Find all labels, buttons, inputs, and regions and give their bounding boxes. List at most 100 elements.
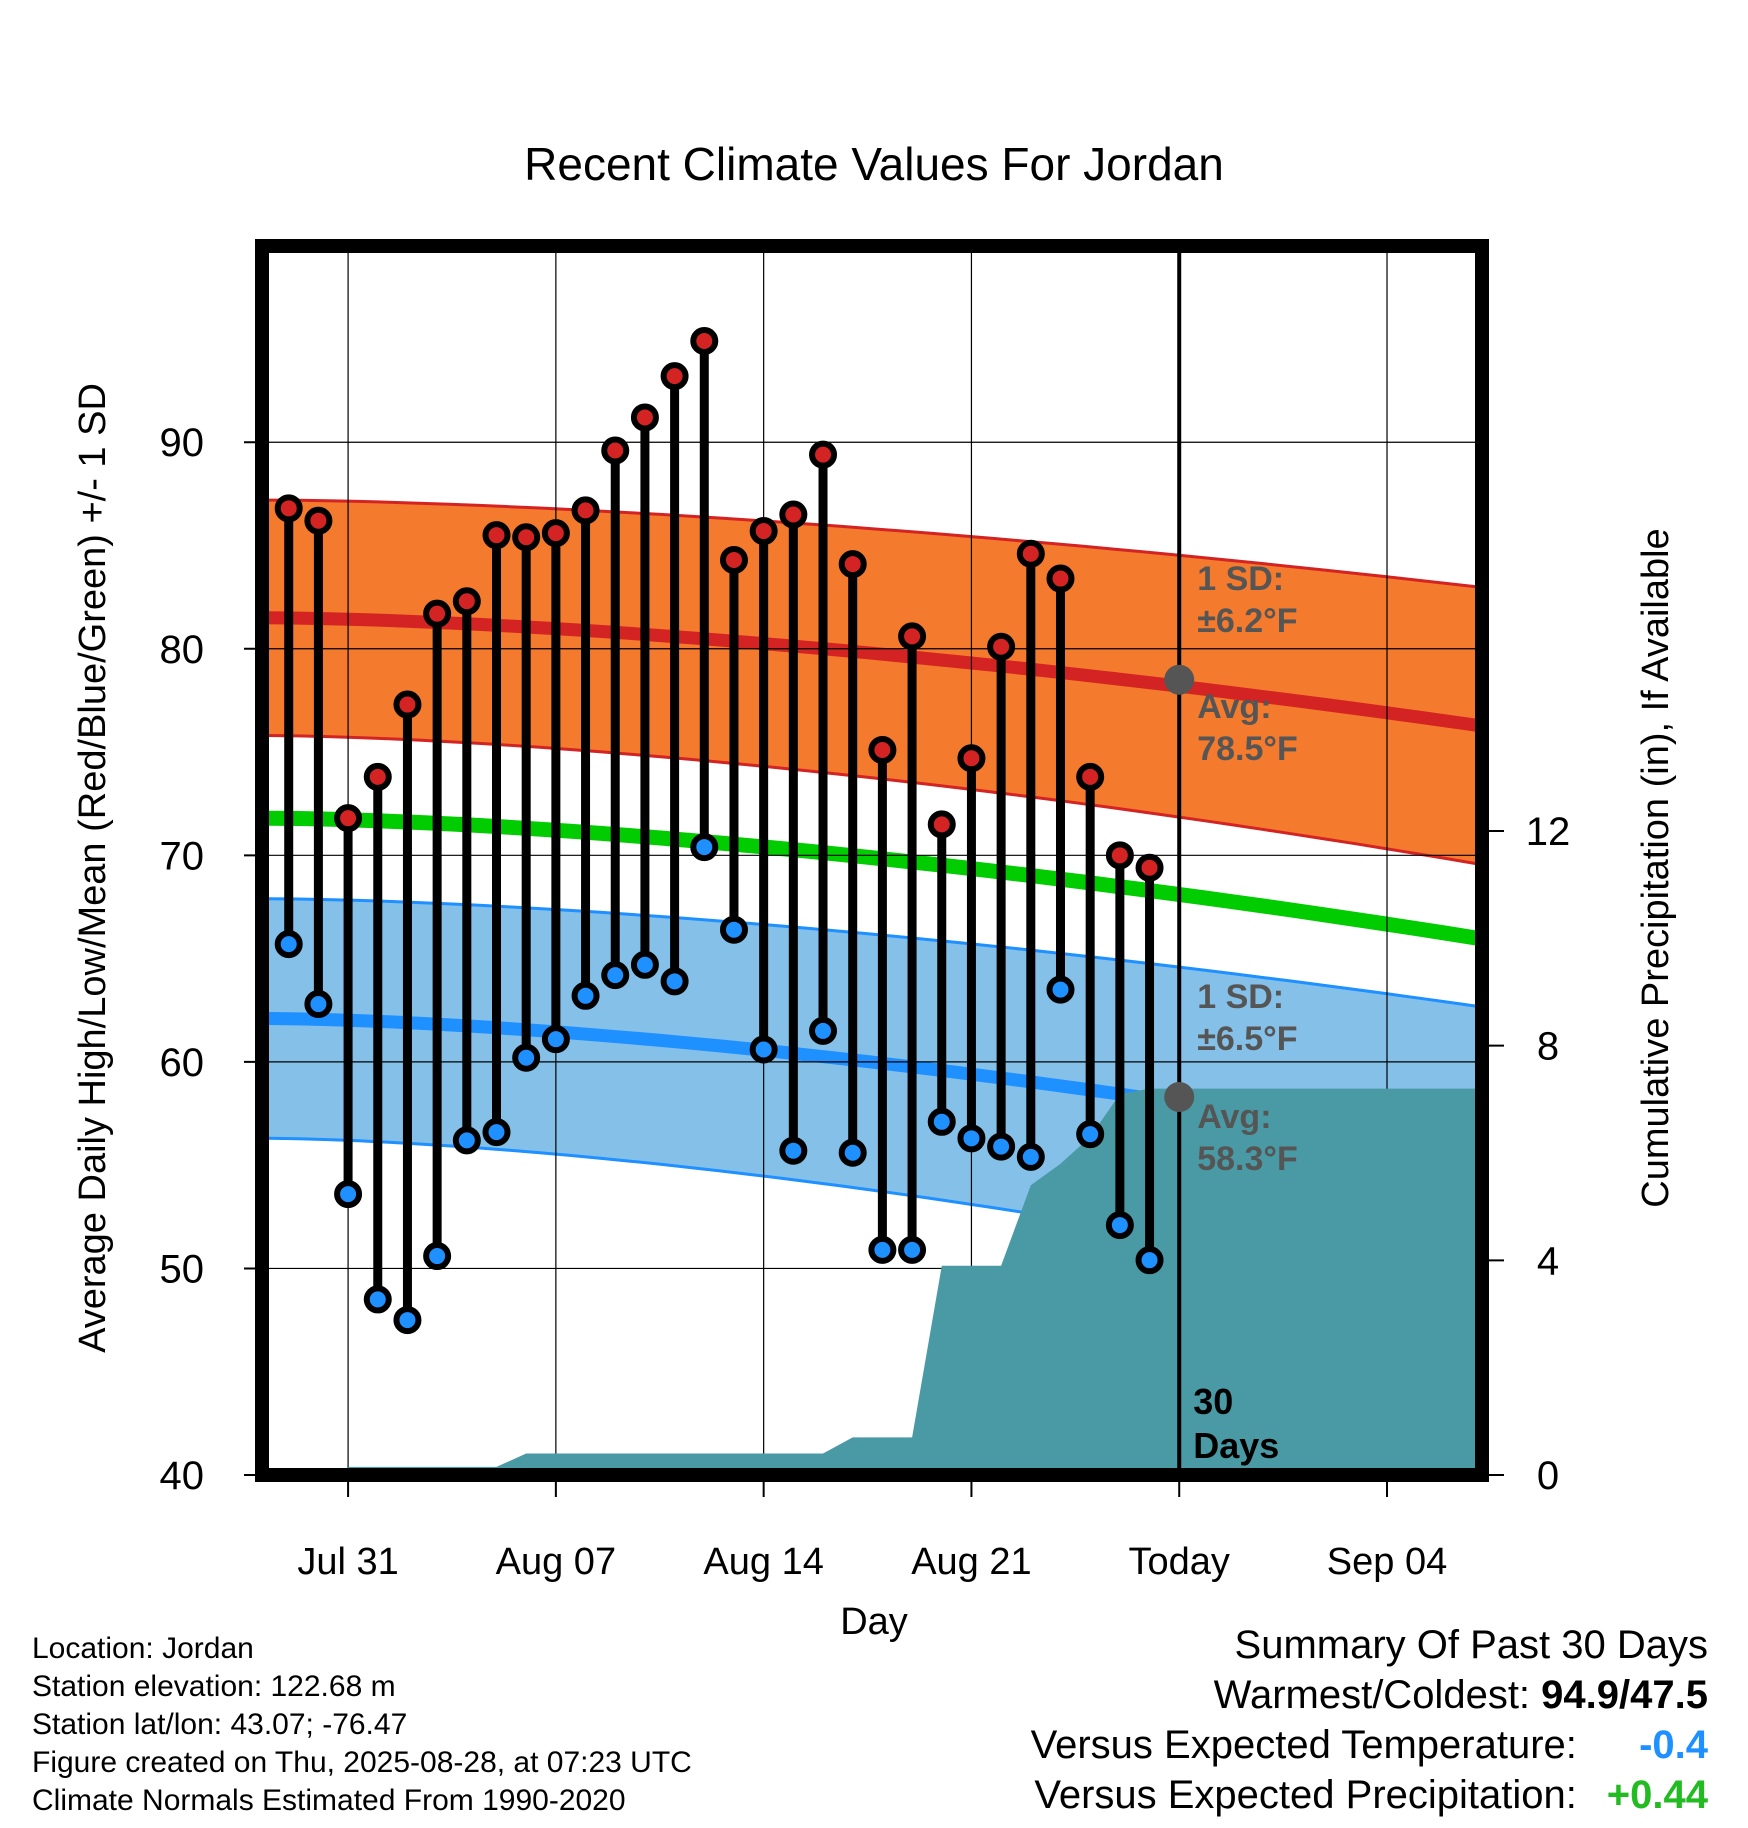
- daily-low-point: [719, 915, 748, 944]
- summary-precip: Versus Expected Precipitation: +0.44: [1031, 1770, 1708, 1820]
- daily-low-point: [571, 981, 600, 1010]
- x-axis-label: Day: [840, 1601, 908, 1643]
- daily-high-point: [393, 690, 422, 719]
- daily-low-point: [1046, 975, 1075, 1004]
- daily-low-point: [601, 961, 630, 990]
- daily-high-point: [838, 550, 867, 579]
- y-tick-label: 70: [160, 834, 205, 878]
- high-sd-upper-edge: [267, 498, 1477, 589]
- daily-high-point: [334, 804, 363, 833]
- y-tick-label: 50: [160, 1247, 205, 1291]
- daily-high-point: [512, 523, 541, 552]
- x-tick-label: Today: [1129, 1541, 1230, 1583]
- precipitation-area: [348, 1088, 1477, 1475]
- low-avg-value: 58.3°F: [1197, 1140, 1298, 1178]
- latlon-text: Station lat/lon: 43.07; -76.47: [32, 1708, 408, 1741]
- daily-low-point: [541, 1025, 570, 1054]
- plot-content: [262, 246, 1482, 1475]
- elevation-text: Station elevation: 122.68 m: [32, 1670, 396, 1703]
- daily-high-point: [1016, 539, 1045, 568]
- daily-high-point: [957, 744, 986, 773]
- daily-high-point: [690, 327, 719, 356]
- daily-high-point: [660, 362, 689, 391]
- days-label-text: Days: [1193, 1425, 1279, 1466]
- precip-label: Versus Expected Precipitation:: [1034, 1773, 1577, 1817]
- daily-low-point: [957, 1124, 986, 1153]
- low-avg-label: Avg:: [1197, 1098, 1271, 1136]
- daily-high-point: [1076, 762, 1105, 791]
- daily-low-point: [274, 930, 303, 959]
- daily-high-point: [423, 599, 452, 628]
- daily-high-point: [482, 521, 511, 550]
- summary-panel: Summary Of Past 30 Days Warmest/Coldest:…: [1031, 1620, 1708, 1820]
- daily-low-point: [1105, 1211, 1134, 1240]
- temp-value: -0.4: [1639, 1723, 1708, 1767]
- x-tick-label: Jul 31: [297, 1541, 398, 1583]
- summary-title: Summary Of Past 30 Days: [1234, 1623, 1708, 1667]
- y-axis-label: Average Daily High/Low/Mean (Red/Blue/Gr…: [72, 383, 114, 1353]
- daily-high-point: [363, 762, 392, 791]
- low-sd-value: ±6.5°F: [1197, 1020, 1297, 1058]
- x-tick-label: Aug 07: [496, 1541, 616, 1583]
- daily-low-point: [423, 1242, 452, 1271]
- daily-low-point: [1016, 1142, 1045, 1171]
- y-tick-label: 60: [160, 1041, 205, 1085]
- daily-low-point: [927, 1107, 956, 1136]
- daily-high-point: [571, 496, 600, 525]
- daily-low-point: [809, 1016, 838, 1045]
- daily-high-point: [927, 810, 956, 839]
- warm-cold-label: Warmest/Coldest:: [1213, 1673, 1531, 1717]
- daily-high-point: [601, 436, 630, 465]
- x-tick-label: Sep 04: [1327, 1541, 1447, 1583]
- daily-low-point: [393, 1306, 422, 1335]
- daily-low-point: [838, 1138, 867, 1167]
- daily-low-point: [898, 1235, 927, 1264]
- daily-low-point: [304, 990, 333, 1019]
- daily-high-point: [809, 440, 838, 469]
- normals-text: Climate Normals Estimated From 1990-2020: [32, 1784, 626, 1817]
- temp-label: Versus Expected Temperature:: [1030, 1723, 1577, 1767]
- daily-low-point: [1135, 1246, 1164, 1275]
- y2-tick-label: 8: [1537, 1025, 1559, 1069]
- station-info: Location: Jordan Station elevation: 122.…: [32, 1630, 692, 1820]
- high-sd-label: 1 SD:: [1197, 560, 1284, 598]
- daily-low-point: [363, 1285, 392, 1314]
- precip-value: +0.44: [1606, 1773, 1708, 1817]
- plot-area: 1 SD: ±6.2°F Avg: 78.5°F 1 SD: ±6.5°F Avg: 58.3…: [160, 239, 1571, 1583]
- daily-high-point: [274, 494, 303, 523]
- high-avg-value: 78.5°F: [1197, 730, 1298, 768]
- daily-low-point: [987, 1132, 1016, 1161]
- location-text: Location: Jordan: [32, 1632, 254, 1665]
- summary-temp: Versus Expected Temperature: -0.4: [1031, 1720, 1708, 1770]
- daily-high-point: [630, 403, 659, 432]
- daily-low-point: [630, 950, 659, 979]
- y-tick-label: 90: [160, 421, 205, 465]
- high-sd-value: ±6.2°F: [1197, 602, 1297, 640]
- daily-high-point: [1105, 841, 1134, 870]
- y2-axis-label: Cumulative Precipitation (in), If Availa…: [1635, 528, 1677, 1207]
- days-label-number: 30: [1193, 1381, 1233, 1422]
- y2-tick-label: 0: [1537, 1454, 1559, 1498]
- daily-low-point: [749, 1035, 778, 1064]
- daily-high-point: [1046, 564, 1075, 593]
- today-low-avg-marker: [1164, 1082, 1195, 1113]
- daily-high-point: [452, 587, 481, 616]
- daily-high-point: [987, 632, 1016, 661]
- low-sd-label: 1 SD:: [1197, 978, 1284, 1016]
- daily-low-point: [512, 1043, 541, 1072]
- daily-high-point: [541, 519, 570, 548]
- y2-tick-label: 12: [1526, 810, 1571, 854]
- warm-cold-value: 94.9/47.5: [1541, 1673, 1708, 1717]
- daily-low-point: [779, 1136, 808, 1165]
- daily-low-point: [690, 833, 719, 862]
- x-tick-label: Aug 14: [703, 1541, 823, 1583]
- daily-high-point: [719, 545, 748, 574]
- daily-high-point: [898, 622, 927, 651]
- daily-low-point: [660, 967, 689, 996]
- y-tick-label: 80: [160, 628, 205, 672]
- daily-high-point: [749, 517, 778, 546]
- today-high-avg-marker: [1164, 664, 1195, 695]
- daily-low-point: [868, 1235, 897, 1264]
- y-tick-label: 40: [160, 1454, 205, 1498]
